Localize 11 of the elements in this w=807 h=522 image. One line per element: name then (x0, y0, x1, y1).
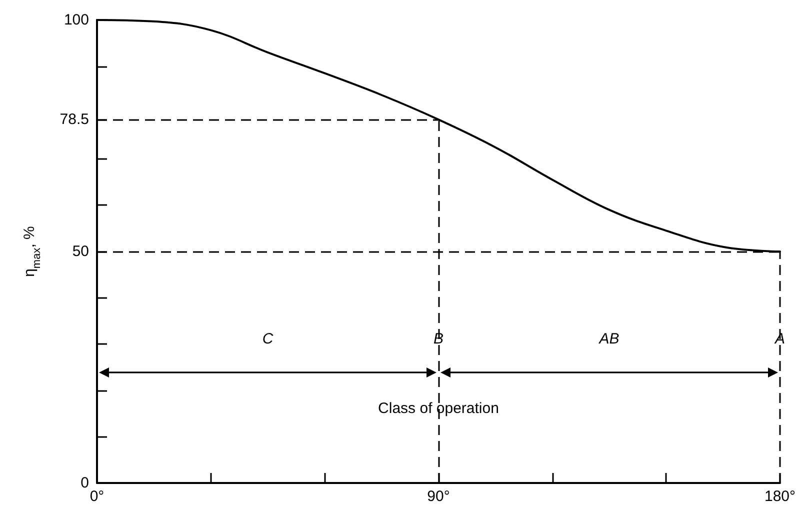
x-tick-label: 180° (764, 488, 796, 505)
y-tick-label: 100 (64, 12, 89, 28)
y-tick-label: 50 (72, 243, 89, 260)
x-tick-label: 0° (90, 488, 104, 505)
x-tick-label: 90° (427, 488, 450, 505)
y-tick-label: 78.5 (60, 111, 89, 128)
annotation: AB (598, 330, 620, 348)
annotation: C (262, 330, 274, 348)
annotation: Class of operation (378, 400, 499, 417)
y-tick-label: 0 (80, 474, 89, 492)
annotation: B (433, 330, 444, 348)
